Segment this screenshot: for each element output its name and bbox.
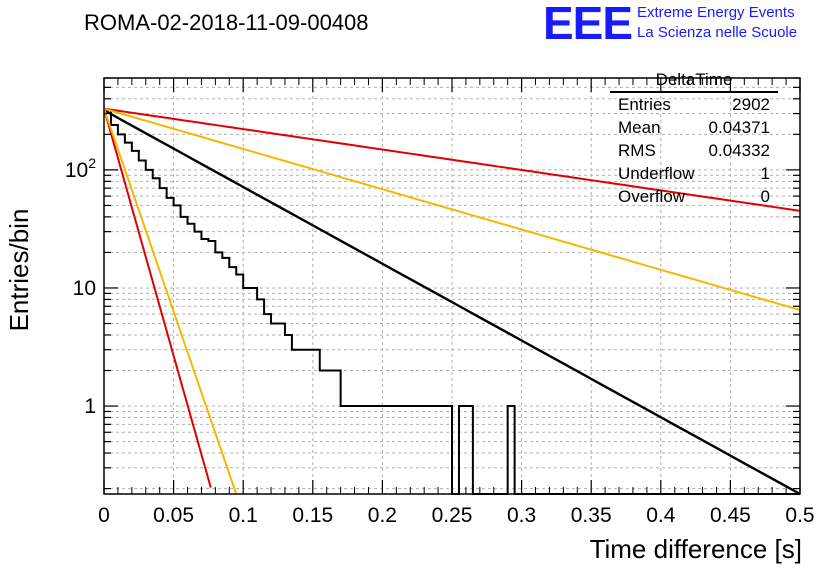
- x-tick-label: 0.1: [229, 504, 258, 527]
- logo-line-2: La Scienza nelle Scuole: [637, 24, 798, 41]
- x-tick-label: 0.2: [368, 504, 397, 527]
- curve-1: [103, 107, 801, 212]
- x-tick-label: 0.45: [710, 504, 751, 527]
- curve-4: [103, 108, 238, 495]
- y-tick-label: 10: [73, 277, 96, 300]
- logo-line-1: Extreme Energy Events: [637, 4, 795, 21]
- y-tick-label: 1: [84, 395, 96, 418]
- stats-value: 0.04371: [708, 118, 770, 137]
- x-tick-label: 0.35: [571, 504, 612, 527]
- x-tick-label: 0.3: [507, 504, 536, 527]
- stats-title: DeltaTime: [610, 70, 778, 93]
- stats-row-mean: Mean 0.04371: [610, 116, 778, 139]
- x-tick-label: 0.25: [432, 504, 473, 527]
- curve-0: [103, 109, 801, 496]
- curve-2: [103, 107, 801, 312]
- stats-value: 2902: [732, 95, 770, 114]
- stats-box: DeltaTime Entries 2902 Mean 0.04371 RMS …: [610, 70, 778, 208]
- y-tick-label: 102: [65, 155, 96, 182]
- x-tick-label: 0.5: [785, 504, 814, 527]
- y-axis-label: Entries/bin: [4, 208, 34, 332]
- stats-label: Underflow: [618, 164, 695, 183]
- stats-row-underflow: Underflow 1: [610, 162, 778, 185]
- stats-value: 1: [760, 164, 770, 183]
- eee-logo: EEE: [543, 0, 633, 49]
- x-axis-label: Time difference [s]: [589, 534, 802, 564]
- run-title: ROMA-02-2018-11-09-00408: [84, 10, 369, 35]
- stats-label: RMS: [618, 141, 656, 160]
- x-tick-label: 0.05: [153, 504, 194, 527]
- curve-3: [103, 108, 212, 488]
- fit-curves: [103, 107, 801, 496]
- stats-label: Mean: [618, 118, 661, 137]
- stats-row-rms: RMS 0.04332: [610, 139, 778, 162]
- x-ticks: 0 0.05 0.1 0.15 0.2 0.25 0.3 0.35 0.4 0.45 0.5: [98, 78, 815, 527]
- stats-label: Overflow: [618, 187, 686, 206]
- stats-row-entries: Entries 2902: [610, 93, 778, 116]
- stats-value: 0: [760, 187, 770, 206]
- x-tick-label: 0.15: [292, 504, 333, 527]
- stats-value: 0.04332: [708, 141, 770, 160]
- x-tick-label: 0: [98, 504, 110, 527]
- stats-row-overflow: Overflow 0: [610, 185, 778, 208]
- x-tick-label: 0.4: [646, 504, 676, 527]
- stats-label: Entries: [618, 95, 671, 114]
